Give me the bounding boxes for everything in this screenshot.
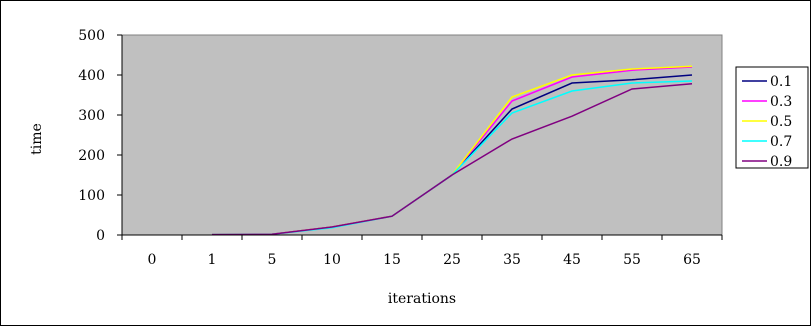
- y-tick-label: 500: [78, 28, 105, 44]
- x-axis-label: iterations: [388, 291, 456, 307]
- y-tick-label: 300: [78, 108, 105, 124]
- x-tick-label: 25: [443, 252, 461, 268]
- legend: 0.1 0.3 0.5 0.7 0.9: [735, 66, 809, 170]
- plot-area: [121, 34, 723, 236]
- x-tick-label: 0: [148, 252, 157, 268]
- y-axis-ticks: 0 100 200 300 400 500: [78, 28, 122, 244]
- legend-label: 0.9: [770, 154, 792, 170]
- y-tick-label: 200: [78, 148, 105, 164]
- y-axis-label: time: [29, 123, 45, 155]
- x-tick-label: 1: [208, 252, 217, 268]
- series-line-0-9: [211, 83, 693, 236]
- y-tick-label: 0: [96, 228, 105, 244]
- x-tick-label: 55: [623, 252, 641, 268]
- x-tick-label: 65: [683, 252, 701, 268]
- legend-label: 0.3: [770, 94, 792, 110]
- series-layer: [211, 65, 693, 236]
- x-tick-label: 10: [323, 252, 341, 268]
- x-axis-ticks: 0 1 5 10 15 25 35 45 55 65: [121, 235, 723, 268]
- y-tick-label: 100: [78, 188, 105, 204]
- y-tick-label: 400: [78, 68, 105, 84]
- x-tick-label: 45: [563, 252, 581, 268]
- x-tick-label: 15: [383, 252, 401, 268]
- x-tick-label: 35: [503, 252, 521, 268]
- legend-label: 0.7: [770, 134, 792, 150]
- legend-label: 0.1: [770, 74, 792, 90]
- legend-box: [735, 66, 809, 169]
- x-tick-label: 5: [268, 252, 277, 268]
- legend-label: 0.5: [770, 114, 792, 130]
